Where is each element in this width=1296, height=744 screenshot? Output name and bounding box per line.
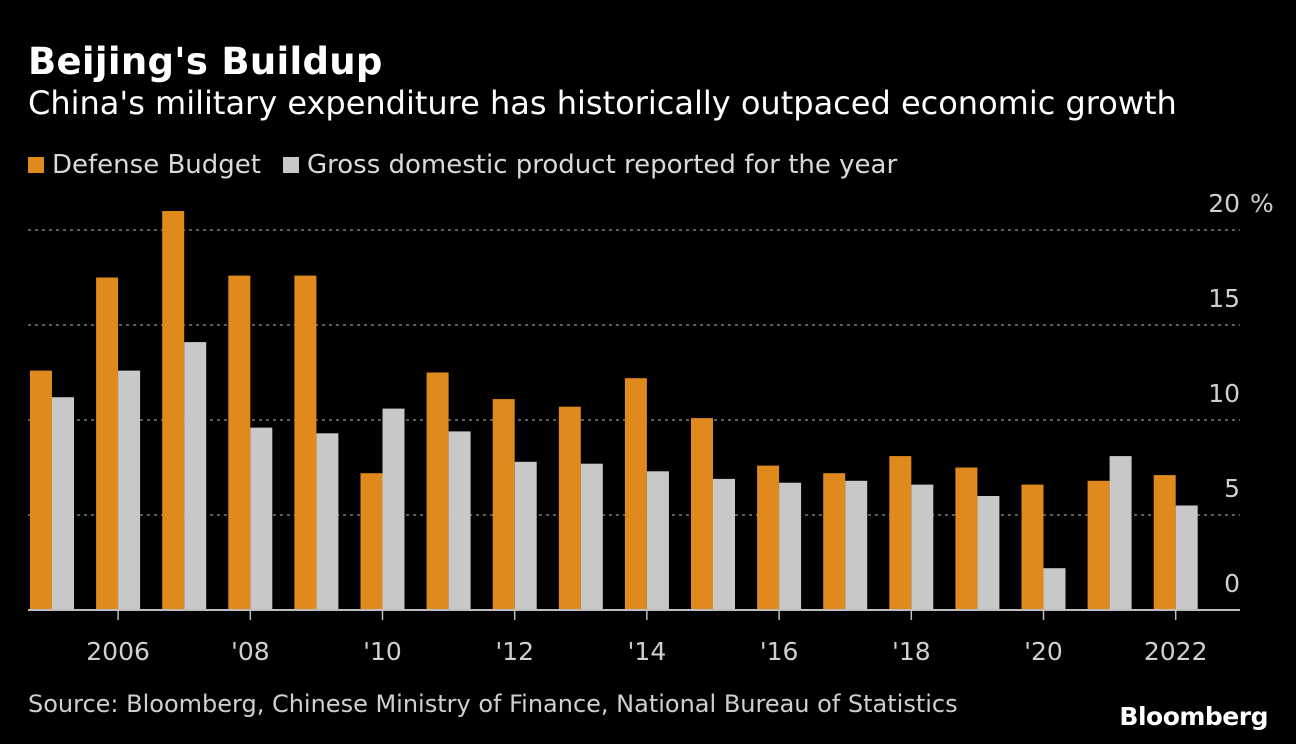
defense-bar-2011 [426, 372, 449, 610]
legend: Defense Budget Gross domestic product re… [28, 150, 919, 180]
gdp-bar-2013 [580, 463, 603, 610]
gdp-bar-2010 [382, 408, 405, 610]
x-tick-label-2010: '10 [363, 637, 402, 666]
defense-bar-2005 [30, 370, 52, 610]
y-tick-label-0: 0 [1224, 569, 1240, 598]
gdp-bar-2019 [977, 496, 1000, 610]
defense-bar-2020 [1021, 484, 1044, 610]
x-tick-label-2020: '20 [1024, 637, 1063, 666]
legend-swatch-gdp [282, 157, 299, 173]
source-note: Source: Bloomberg, Chinese Ministry of F… [28, 690, 958, 718]
defense-bar-2008 [228, 275, 251, 610]
defense-bar-2014 [624, 378, 647, 610]
defense-bar-2017 [823, 473, 846, 610]
legend-label-gdp: Gross domestic product reported for the … [306, 150, 898, 180]
gdp-bar-2006 [118, 370, 141, 610]
chart-title: Beijing's Buildup [28, 40, 383, 83]
defense-bar-2019 [955, 467, 978, 610]
gdp-bar-2020 [1043, 568, 1066, 610]
gdp-bar-2009 [316, 433, 339, 610]
defense-bar-2016 [757, 465, 780, 610]
defense-bar-2009 [294, 275, 317, 610]
gdp-bar-2007 [184, 342, 207, 610]
defense-bar-2015 [691, 418, 713, 610]
gdp-bar-2008 [250, 427, 273, 610]
x-tick-label-2014: '14 [628, 637, 667, 666]
legend-item-defense: Defense Budget [28, 150, 261, 180]
defense-bar-2013 [558, 406, 581, 610]
gdp-bar-2022 [1175, 505, 1198, 610]
x-tick-label-2012: '12 [495, 637, 534, 666]
gdp-bar-2014 [646, 471, 669, 610]
gdp-bar-2011 [448, 431, 471, 610]
gdp-bar-2015 [713, 478, 735, 610]
legend-item-gdp: Gross domestic product reported for the … [282, 150, 898, 180]
defense-bar-2006 [96, 277, 119, 610]
defense-bar-2018 [889, 456, 912, 610]
x-tick-label-2016: '16 [760, 637, 799, 666]
gdp-bar-2005 [52, 397, 74, 610]
x-tick-label-2008: '08 [231, 637, 270, 666]
x-tick-label-2006: 2006 [86, 637, 150, 666]
gdp-bar-2021 [1109, 456, 1132, 610]
x-tick-label-2018: '18 [892, 637, 931, 666]
axes: 0 5 10 15 20 % 2006 '08 '10 '12 '14 '16 '18 '20 2022 [28, 189, 1274, 666]
legend-label-defense: Defense Budget [52, 150, 261, 180]
gdp-bar-2018 [911, 484, 934, 610]
defense-bar-2010 [360, 473, 383, 610]
bloomberg-logo: Bloomberg [1119, 702, 1268, 731]
defense-bar-2007 [162, 211, 185, 610]
y-tick-label-10: 10 [1208, 379, 1240, 408]
defense-bar-2022 [1153, 475, 1176, 610]
gdp-bar-2016 [779, 482, 802, 610]
y-unit-label: % [1250, 189, 1274, 218]
y-tick-label-20: 20 [1208, 189, 1240, 218]
legend-swatch-defense [28, 157, 44, 173]
defense-bar-2021 [1087, 480, 1110, 610]
x-tick-label-2022: 2022 [1144, 637, 1208, 666]
defense-bar-2012 [492, 399, 515, 610]
gdp-bar-2017 [845, 480, 868, 610]
bars [30, 211, 1198, 610]
gdp-bar-2012 [514, 461, 537, 610]
y-tick-label-15: 15 [1208, 284, 1240, 313]
y-tick-label-5: 5 [1224, 474, 1240, 503]
chart-subtitle: China's military expenditure has histori… [28, 84, 1177, 122]
